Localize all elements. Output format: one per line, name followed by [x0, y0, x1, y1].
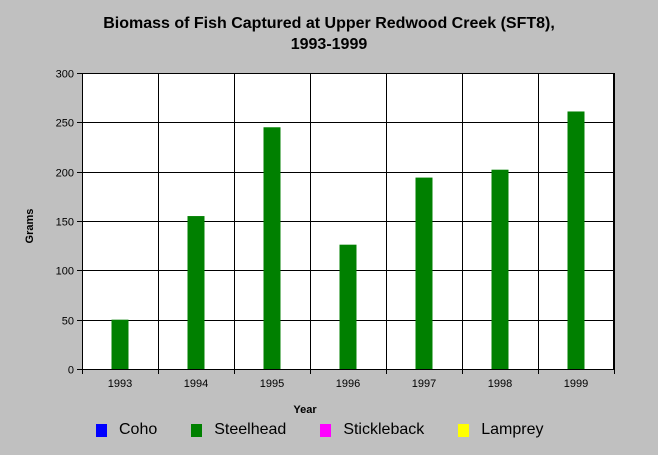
chart-title-line-1: Biomass of Fish Captured at Upper Redwoo… — [103, 15, 555, 32]
legend-label: Stickleback — [343, 421, 425, 438]
x-tick-label: 1998 — [488, 378, 512, 390]
x-tick-label: 1993 — [108, 378, 132, 390]
chart-title: Biomass of Fish Captured at Upper Redwoo… — [0, 13, 658, 55]
x-tick-label: 1999 — [564, 378, 588, 390]
bar — [491, 169, 509, 369]
legend-item: Coho — [96, 421, 157, 439]
legend-label: Steelhead — [214, 421, 287, 438]
bar — [263, 127, 281, 370]
legend-swatch — [96, 423, 107, 437]
legend-swatch — [320, 423, 332, 437]
y-tick-label: 250 — [56, 118, 74, 130]
bar — [339, 244, 357, 369]
y-tick-label: 150 — [56, 217, 74, 229]
legend-label: Coho — [119, 421, 158, 438]
legend-item: Steelhead — [191, 421, 286, 439]
plot-frame — [82, 73, 614, 370]
y-tick-label: 200 — [56, 168, 74, 180]
y-tick-label: 50 — [62, 316, 74, 328]
legend-swatch — [458, 423, 470, 437]
x-axis-label: Year — [293, 404, 317, 416]
chart-title-line-2: 1993-1999 — [290, 36, 368, 53]
bar — [111, 319, 129, 369]
y-tick-label: 100 — [56, 266, 74, 278]
y-axis-label: Grams — [24, 208, 36, 244]
y-tick-label: 300 — [56, 69, 74, 81]
x-tick-label: 1997 — [412, 378, 436, 390]
bar — [187, 216, 205, 369]
legend-item: Lamprey — [458, 421, 543, 439]
legend-item: Stickleback — [320, 421, 424, 439]
legend: Coho Steelhead Stickleback Lamprey — [96, 420, 543, 440]
legend-swatch — [191, 423, 203, 437]
y-tick-label: 0 — [68, 365, 74, 377]
x-tick-label: 1995 — [260, 378, 284, 390]
bar — [567, 111, 585, 369]
legend-label: Lamprey — [481, 421, 544, 438]
x-tick-label: 1994 — [184, 378, 208, 390]
x-tick-label: 1996 — [336, 378, 360, 390]
bar — [415, 177, 433, 369]
